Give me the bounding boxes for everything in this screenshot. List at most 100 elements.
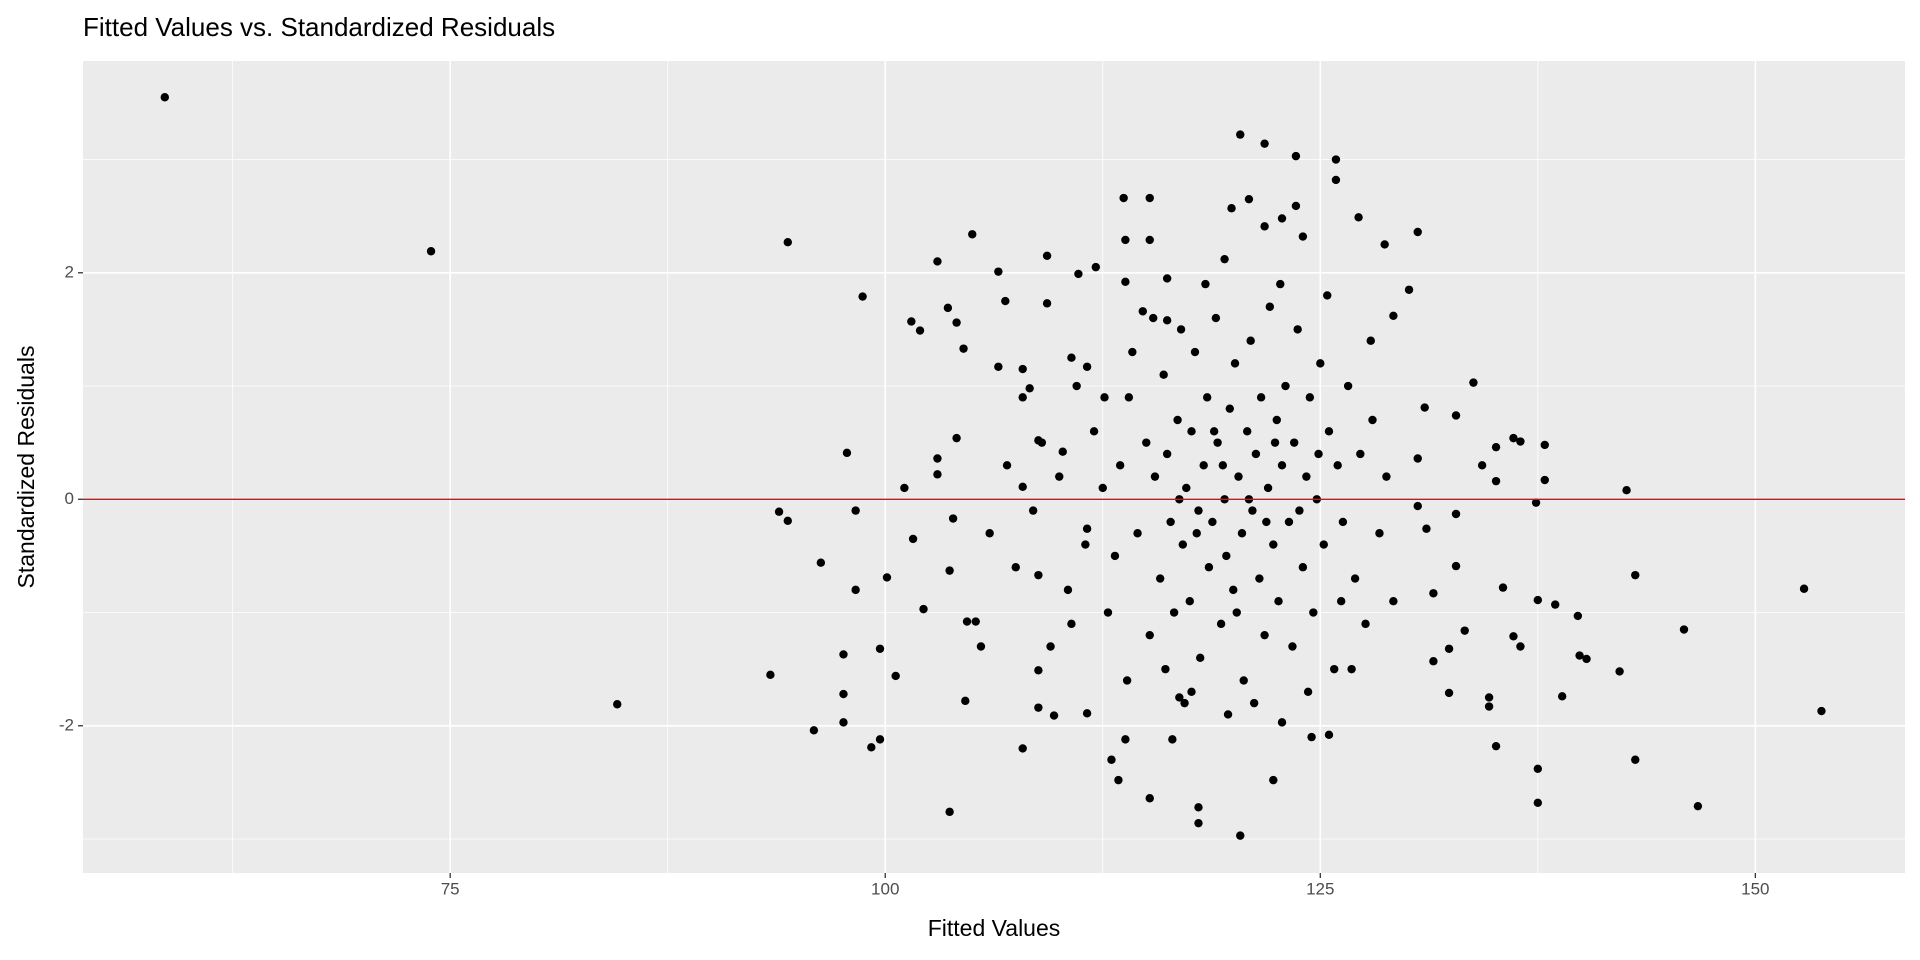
point [1336,597,1346,606]
point [943,303,953,313]
point [1100,393,1109,402]
point [1319,540,1328,549]
point [1229,585,1238,595]
point [613,700,622,709]
point [1067,353,1076,362]
point [1182,483,1191,493]
point [1366,336,1375,345]
point [1281,381,1290,391]
point [1169,608,1179,617]
point [1001,296,1010,306]
point [1190,347,1200,357]
point [1256,393,1266,402]
point [945,807,954,817]
point [1138,307,1147,316]
point [1307,732,1316,742]
point [1232,608,1241,617]
point [851,506,860,515]
point [1187,427,1196,436]
point [1289,438,1299,447]
point [1081,540,1090,549]
point [839,689,848,699]
point [1236,831,1245,840]
point [1159,370,1168,379]
point [1249,698,1259,708]
point [1350,574,1360,583]
point [933,454,942,463]
point [1291,151,1301,161]
point [1046,642,1055,651]
point [160,93,169,102]
point [1034,570,1043,580]
point [1260,222,1269,231]
point [1298,563,1308,572]
x-axis-label: Fitted Values [928,915,1061,941]
point [1270,438,1280,447]
point [1324,427,1334,436]
point [1034,666,1043,675]
point [1314,449,1323,459]
point [994,267,1003,276]
point [1098,483,1107,493]
point [783,237,792,247]
point [1176,325,1186,334]
point [1110,551,1120,561]
point [1225,404,1234,413]
point [1540,440,1549,450]
point [1243,427,1252,436]
point [1074,269,1083,279]
point [1389,311,1398,321]
point [1049,711,1059,720]
point [1551,600,1560,609]
point [867,743,876,752]
point [1413,227,1422,237]
point [816,558,826,567]
point [976,642,986,651]
point [1058,447,1067,456]
point [858,292,867,301]
point [1037,438,1047,447]
point [1420,403,1429,412]
point [1018,482,1027,492]
point [1091,262,1101,272]
point [1404,285,1414,294]
point [1354,213,1363,222]
point [971,617,980,626]
plot-panel [83,61,1905,873]
point [1208,517,1217,527]
point [1540,475,1549,485]
point [1491,741,1501,751]
point [1042,299,1052,308]
point [1246,336,1255,345]
point [1067,619,1076,629]
point [1356,449,1365,459]
point [1631,570,1640,580]
point [1516,437,1525,446]
point [1333,461,1342,470]
point [985,529,994,538]
point [1277,214,1287,223]
point [1557,692,1567,701]
point [1484,693,1494,702]
point [1498,583,1508,592]
point [1072,381,1081,391]
point [1121,277,1130,287]
point [1460,626,1469,635]
point [1582,654,1591,664]
point [875,644,885,653]
point [1309,608,1318,617]
point [1192,529,1201,538]
point [1185,597,1194,606]
point [1107,755,1116,764]
point [1124,393,1134,402]
point [1516,642,1525,651]
point [1343,381,1353,391]
point [919,604,928,614]
point [1533,595,1543,605]
point [1239,676,1248,685]
point [1162,316,1172,325]
point [1347,664,1356,674]
point [1693,801,1703,811]
point [1330,664,1339,674]
point [1201,279,1210,289]
